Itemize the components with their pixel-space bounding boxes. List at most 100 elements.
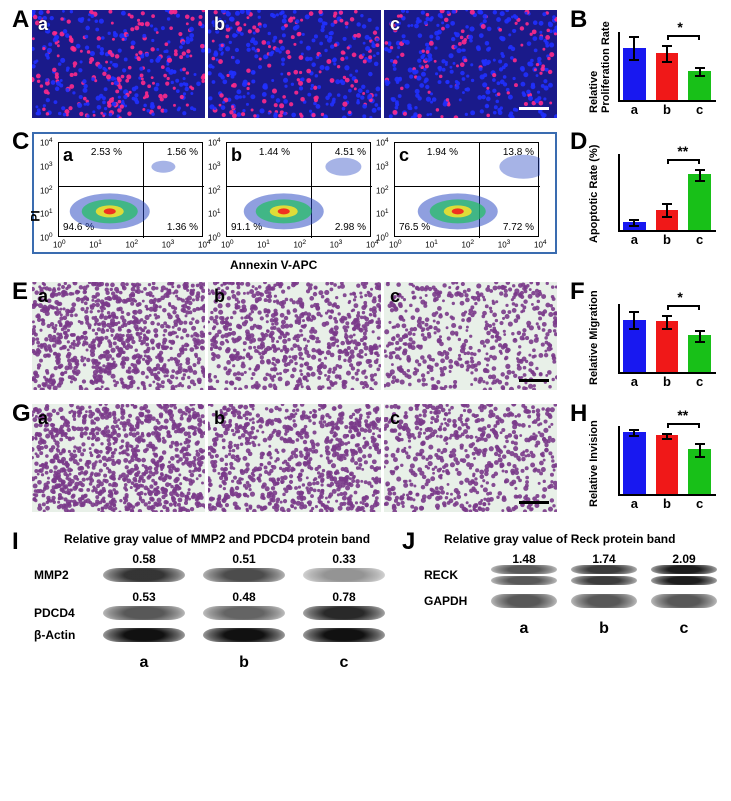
wb-band: [571, 576, 637, 585]
x-tick: a: [623, 496, 646, 511]
y-axis-label: Relative Invision: [588, 407, 600, 507]
wb-value: 0.48: [194, 590, 294, 604]
y-axis-label: Relative Migration: [588, 285, 600, 385]
edu-dots-icon: [384, 10, 557, 118]
micro-e-c: c: [384, 282, 557, 390]
western-i: Relative gray value of MMP2 and PDCD4 pr…: [34, 532, 394, 702]
error-cap: [695, 75, 705, 77]
migration-dots-icon: [384, 282, 557, 390]
wb-band: [203, 628, 285, 642]
significance: *: [677, 289, 682, 305]
facs-tick: 104: [40, 137, 53, 148]
panel-e-label: E: [12, 278, 28, 306]
wb-value: 0.53: [94, 590, 194, 604]
significance: *: [677, 19, 682, 35]
micro-a-b: b: [208, 10, 381, 118]
facs-density-icon: [395, 143, 540, 238]
panel-c-label: C: [12, 128, 29, 156]
facs-tick: 101: [376, 208, 389, 219]
error-cap: [695, 456, 705, 458]
error-cap: [662, 203, 672, 205]
facs-tick: 104: [208, 137, 221, 148]
y-axis: [618, 304, 620, 372]
wb-col: a: [94, 654, 194, 672]
edu-dots-icon: [208, 10, 381, 118]
wb-band: [203, 568, 285, 582]
micro-a-a: a: [32, 10, 205, 118]
wb-band: [491, 594, 557, 608]
x-tick: b: [656, 102, 679, 117]
sig-line: [667, 423, 700, 425]
error-cap: [629, 59, 639, 61]
facs-tick: 100: [53, 239, 66, 250]
facs-tick: 103: [498, 239, 511, 250]
bar-a: [623, 432, 646, 494]
chart-b: Relative Proliferation Rateabc*: [588, 18, 720, 118]
y-axis-label: Apoptotic Rate (%): [588, 135, 600, 243]
facs-tick: 102: [126, 239, 139, 250]
wb-col: b: [194, 654, 294, 672]
wb-band: [651, 565, 717, 574]
wb-band: [571, 565, 637, 574]
sig-drop: [667, 159, 669, 164]
error-bar: [666, 45, 668, 61]
facs-tick: 101: [425, 239, 438, 250]
micro-e-b: b: [208, 282, 381, 390]
sig-drop: [698, 159, 700, 164]
facs-plot-c: c1.94 %13.8 %76.5 %7.72 %: [394, 142, 539, 237]
sig-drop: [698, 35, 700, 40]
facs-density-icon: [59, 143, 204, 238]
panel-i-label: I: [12, 528, 19, 556]
error-cap: [695, 169, 705, 171]
facs-density-icon: [227, 143, 372, 238]
error-bar: [633, 311, 635, 328]
sig-drop: [698, 423, 700, 428]
facs-tick: 104: [376, 137, 389, 148]
error-cap: [629, 429, 639, 431]
sig-drop: [667, 305, 669, 310]
facs-tick: 103: [330, 239, 343, 250]
wb-row-label: MMP2: [34, 568, 69, 582]
facs-tick: 100: [221, 239, 234, 250]
migration-dots-icon: [32, 282, 205, 390]
wb-band: [651, 594, 717, 608]
wb-band: [103, 568, 185, 582]
sub-g-b: b: [214, 408, 225, 429]
scale-bar: [519, 501, 549, 504]
wb-value: 1.48: [484, 552, 564, 566]
wb-band: [651, 576, 717, 585]
error-cap: [662, 216, 672, 218]
wb-col: a: [484, 620, 564, 638]
invasion-dots-icon: [32, 404, 205, 512]
western-j: Relative gray value of Reck protein band…: [424, 532, 724, 702]
error-cap: [695, 67, 705, 69]
facs-tick: 103: [40, 161, 53, 172]
facs-tick: 100: [376, 232, 389, 243]
x-tick: a: [623, 232, 646, 247]
sig-drop: [698, 305, 700, 310]
panel-g-label: G: [12, 400, 31, 428]
facs-tick: 101: [89, 239, 102, 250]
wb-j-title: Relative gray value of Reck protein band: [444, 532, 675, 546]
sub-e-b: b: [214, 286, 225, 307]
wb-band: [571, 594, 637, 608]
sub-e-a: a: [38, 286, 48, 307]
wb-row-label: RECK: [424, 568, 458, 582]
wb-band: [303, 606, 385, 620]
sig-line: [667, 159, 700, 161]
wb-band: [491, 576, 557, 585]
wb-value: 0.78: [294, 590, 394, 604]
micro-a-c: c: [384, 10, 557, 118]
sig-drop: [667, 35, 669, 40]
panel-b-label: B: [570, 6, 587, 34]
facs-tick: 100: [40, 232, 53, 243]
wb-band: [491, 565, 557, 574]
wb-value: 2.09: [644, 552, 724, 566]
facs-tick: 101: [208, 208, 221, 219]
sub-g-c: c: [390, 408, 400, 429]
error-cap: [629, 225, 639, 227]
invasion-dots-icon: [208, 404, 381, 512]
facs-tick: 102: [376, 185, 389, 196]
panel-j-label: J: [402, 528, 415, 556]
chart-d: Apoptotic Rate (%)abc**: [588, 140, 720, 248]
